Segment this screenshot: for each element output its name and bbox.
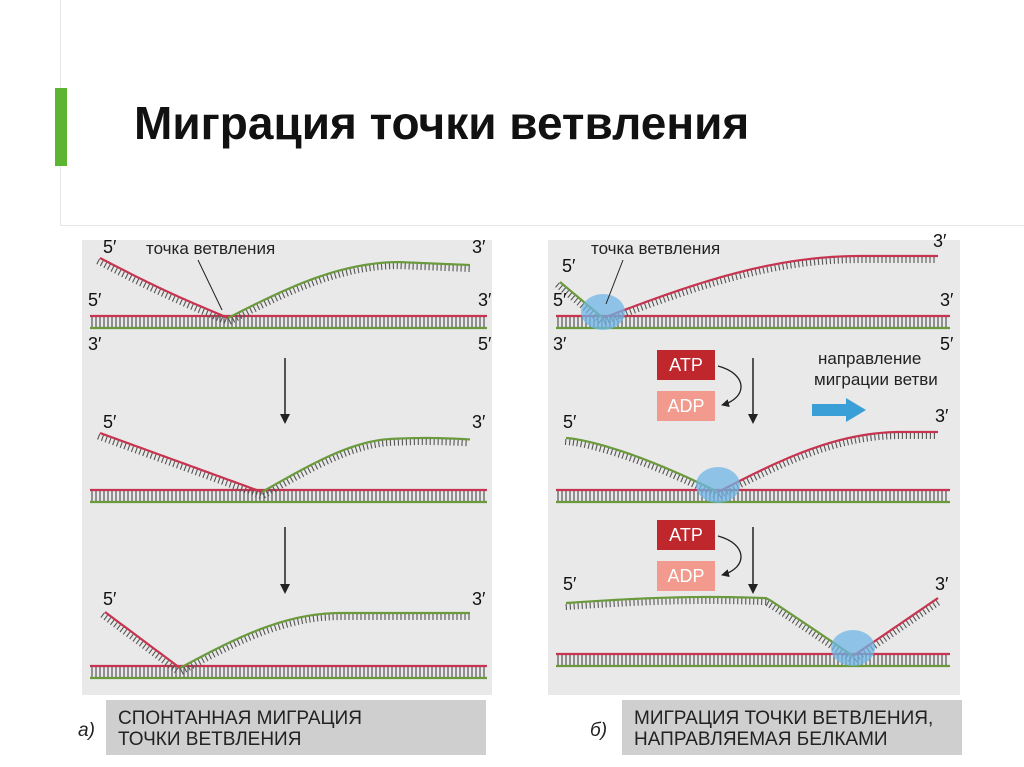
end-label: 3′: [935, 406, 949, 426]
end-label: 5′: [940, 334, 954, 354]
adp-label-1: ADP: [667, 396, 704, 416]
atp-box-1: [657, 350, 715, 380]
direction-label-line1: направление: [818, 349, 921, 368]
atp-hydrolysis-arrow-2: [717, 535, 742, 578]
arm-a1-left: [96, 257, 229, 325]
protein-blob-b1: [581, 294, 625, 330]
adp-label-2: ADP: [667, 566, 704, 586]
protein-layer: [581, 294, 875, 666]
caption-letter-a: а): [78, 720, 95, 741]
atp-hydrolysis-arrow-1: [717, 365, 742, 408]
arm-a3-right: [179, 611, 470, 675]
protein-blob-b3: [831, 630, 875, 666]
end-label: 5′: [103, 237, 117, 257]
duplex-a2: [90, 488, 487, 504]
branch-point-pointer-a: [197, 259, 223, 311]
branch-point-label-a: точка ветвления: [146, 239, 275, 258]
end-label: 3′: [472, 589, 486, 609]
end-label: 3′: [940, 290, 954, 310]
caption-a-line1: СПОНТАННАЯ МИГРАЦИЯ: [118, 708, 362, 729]
branch-point-pointer-b: [605, 259, 624, 305]
direction-label-line2: миграции ветви: [814, 370, 938, 389]
atp-label-1: ATP: [669, 355, 703, 375]
end-label: 3′: [88, 334, 102, 354]
branch-point-label-b: точка ветвления: [591, 239, 720, 258]
end-label: 3′: [478, 290, 492, 310]
end-label: 3′: [933, 231, 947, 251]
end-label: 3′: [553, 334, 567, 354]
caption-letter-b: б): [590, 720, 608, 741]
direction-arrow: [812, 398, 866, 422]
arm-a2-right: [261, 436, 471, 499]
end-label: 3′: [935, 574, 949, 594]
end-label: 5′: [563, 412, 577, 432]
caption-b-line2: НАПРАВЛЯЕМАЯ БЕЛКАМИ: [634, 729, 888, 750]
caption-a: СПОНТАННАЯ МИГРАЦИЯ ТОЧКИ ВЕТВЛЕНИЯ: [106, 700, 486, 755]
caption-b-line1: МИГРАЦИЯ ТОЧКИ ВЕТВЛЕНИЯ,: [634, 708, 934, 729]
end-label: 5′: [103, 589, 117, 609]
arm-b2-right: [717, 430, 938, 499]
arm-b3-left: [565, 595, 854, 662]
end-label: 5′: [553, 290, 567, 310]
duplex-a1: [90, 314, 487, 330]
caption-b: МИГРАЦИЯ ТОЧКИ ВЕТВЛЕНИЯ, НАПРАВЛЯЕМАЯ Б…: [622, 700, 962, 755]
atp-label-2: ATP: [669, 525, 703, 545]
title-card: [60, 0, 1024, 226]
end-label: 5′: [88, 290, 102, 310]
adp-box-2: [657, 561, 715, 591]
caption-a-line2: ТОЧКИ ВЕТВЛЕНИЯ: [118, 729, 302, 750]
end-label: 3′: [472, 237, 486, 257]
end-label: 3′: [472, 412, 486, 432]
arm-b1-right: [602, 254, 938, 325]
arm-a3-left: [100, 611, 181, 674]
atp-box-2: [657, 520, 715, 550]
dna-strands-layer: [90, 254, 950, 680]
title-accent-bar: [55, 88, 67, 166]
end-label: 5′: [562, 256, 576, 276]
end-label: 5′: [103, 412, 117, 432]
adp-box-1: [657, 391, 715, 421]
duplex-a3: [90, 664, 487, 680]
duplex-b2: [556, 488, 950, 504]
arm-a2-left: [97, 431, 263, 499]
end-label: 5′: [478, 334, 492, 354]
protein-blob-b2: [696, 467, 740, 503]
end-label: 5′: [563, 574, 577, 594]
arm-a1-right: [227, 260, 471, 325]
arm-b2-left: [564, 436, 719, 498]
page-title: Миграция точки ветвления: [134, 97, 750, 149]
